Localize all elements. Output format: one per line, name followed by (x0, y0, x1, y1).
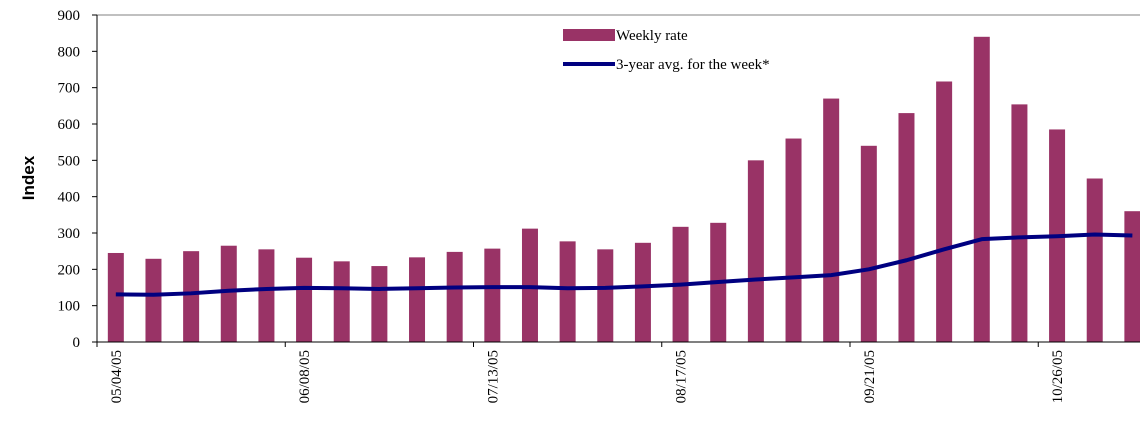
bar (898, 113, 915, 342)
y-tick-label: 400 (58, 190, 81, 206)
bar (1086, 178, 1103, 342)
bar (634, 242, 651, 342)
bar (409, 257, 426, 342)
x-tick-label: 07/13/05 (485, 350, 501, 403)
y-tick-label: 0 (73, 335, 81, 351)
y-axis-title: Index (19, 155, 38, 200)
bar (860, 145, 877, 342)
bar (747, 160, 764, 342)
y-tick-label: 600 (58, 117, 81, 133)
line (115, 232, 1133, 297)
x-tick-label: 10/26/05 (1050, 350, 1066, 403)
y-tick-label: 100 (58, 299, 81, 315)
bar (559, 241, 576, 342)
bar (296, 257, 313, 342)
y-tick-label: 700 (58, 81, 81, 97)
y-tick-label: 500 (58, 153, 81, 169)
x-tick-label: 05/04/05 (109, 350, 125, 403)
bar (1011, 104, 1028, 342)
bar (785, 138, 802, 342)
bar (183, 251, 200, 342)
bar (823, 98, 840, 342)
bar (371, 266, 388, 342)
legend-label: Weekly rate (616, 28, 688, 44)
bar (936, 81, 953, 343)
y-tick-label: 900 (58, 8, 81, 24)
bar (446, 251, 463, 342)
bar (597, 249, 614, 342)
x-tick-label: 09/21/05 (862, 350, 878, 403)
bar (258, 249, 275, 342)
bar (484, 248, 501, 342)
y-tick-label: 800 (58, 44, 81, 60)
x-tick-label: 08/17/05 (674, 350, 690, 403)
bar (333, 261, 350, 342)
bar (145, 258, 162, 342)
bar (220, 245, 237, 342)
x-tick-label: 06/08/05 (297, 350, 313, 403)
bar (107, 252, 124, 342)
y-tick-label: 200 (58, 262, 81, 278)
bar (1124, 211, 1140, 342)
y-tick-label: 300 (58, 226, 81, 242)
bar (973, 36, 990, 343)
legend-swatch (563, 29, 615, 41)
legend-label: 3-year avg. for the week* (616, 57, 770, 73)
plot-area (107, 36, 1140, 343)
